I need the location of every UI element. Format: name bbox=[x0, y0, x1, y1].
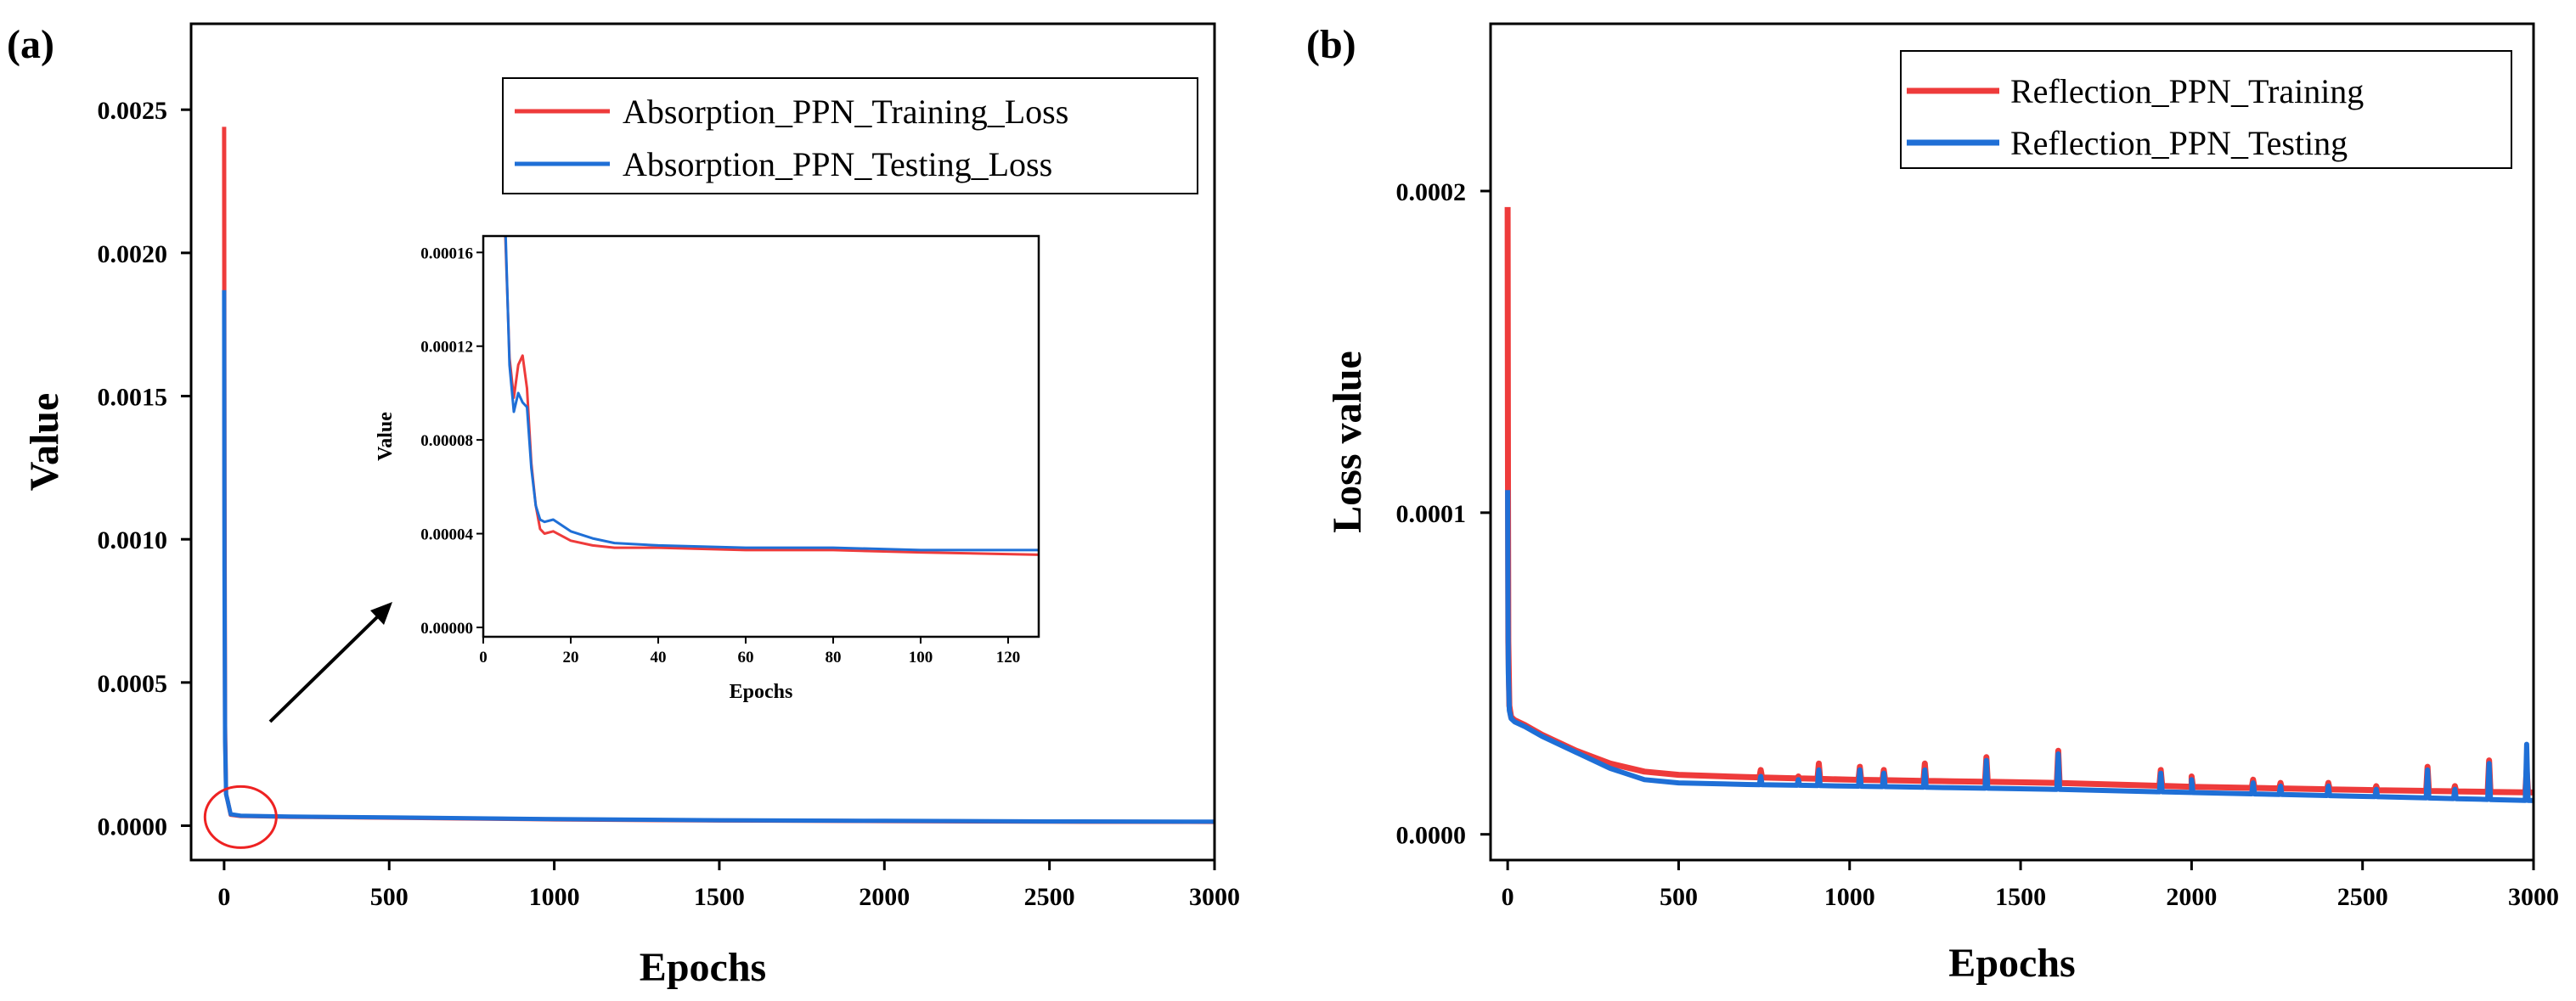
x-tick-label: 500 bbox=[1660, 883, 1698, 911]
inset-series-training bbox=[504, 236, 1039, 556]
x-tick-label: 0 bbox=[1502, 883, 1514, 911]
inset-x-tick-label: 120 bbox=[996, 649, 1021, 666]
panel-b-frame bbox=[1489, 22, 2535, 862]
legend-b-box bbox=[1900, 50, 2512, 169]
y-tick-label: 0.0005 bbox=[98, 670, 168, 698]
panel-b: (b) 0 500 1000 1500 2000 2500 3000 0.0000 0.0001 0… bbox=[1306, 22, 2559, 986]
x-axis-title: Epochs bbox=[640, 945, 766, 990]
panel-a-label: (a) bbox=[7, 22, 54, 67]
zoom-arrow-head bbox=[370, 602, 392, 625]
inset-y-tick-label: 0.00016 bbox=[420, 245, 473, 262]
series-line-testing bbox=[222, 290, 1215, 824]
inset-y-tick-label: 0.00012 bbox=[420, 339, 473, 357]
panel-b-label: (b) bbox=[1306, 22, 1356, 67]
zoom-arrow-line bbox=[268, 612, 382, 723]
x-tick-label: 1000 bbox=[529, 883, 580, 911]
inset-x-tick-label: 0 bbox=[479, 649, 488, 666]
y-tick-label: 0.0002 bbox=[1396, 178, 1467, 206]
x-tick-label: 2500 bbox=[1024, 883, 1075, 911]
y-tick-label: 0.0000 bbox=[98, 813, 168, 841]
inset-x-tick-label: 40 bbox=[650, 649, 666, 666]
inset-x-tick-label: 60 bbox=[737, 649, 753, 666]
legend-a: Absorption_PPN_Training_Loss Absorption_P… bbox=[502, 77, 1198, 194]
inset-y-tick-label: 0.00004 bbox=[420, 526, 473, 544]
y-tick-label: 0.0010 bbox=[98, 526, 168, 554]
x-tick-label: 1500 bbox=[694, 883, 745, 911]
zoom-highlight-ellipse bbox=[203, 784, 278, 849]
y-tick-label: 0.0015 bbox=[98, 384, 168, 412]
panel-a: (a)0 500 1000 1500 2000 2500 30000.00000.00050… bbox=[7, 22, 1240, 990]
y-tick-label: 0.0000 bbox=[1396, 822, 1467, 850]
inset-series-testing bbox=[504, 236, 1039, 552]
x-tick-label: 3000 bbox=[2508, 883, 2559, 911]
x-tick-label: 1500 bbox=[1995, 883, 2046, 911]
legend-a-box bbox=[502, 77, 1198, 194]
x-tick-label: 2000 bbox=[859, 883, 910, 911]
x-tick-label: 500 bbox=[370, 883, 409, 911]
x-tick-label: 2500 bbox=[2337, 883, 2388, 911]
inset-y-tick-label: 0.00000 bbox=[420, 620, 473, 638]
inset-x-tick-label: 20 bbox=[562, 649, 578, 666]
x-tick-label: 0 bbox=[217, 883, 230, 911]
inset-x-tick-label: 100 bbox=[909, 649, 933, 666]
x-axis-title: Epochs bbox=[1948, 941, 2075, 986]
inset-background bbox=[483, 236, 1039, 637]
x-tick-label: 2000 bbox=[2166, 883, 2217, 911]
legend-a-entry: Absorption_PPN_Training_Loss bbox=[623, 93, 1068, 131]
x-tick-label: 1000 bbox=[1824, 883, 1875, 911]
legend-b-entry: Reflection_PPN_Testing bbox=[2010, 124, 2348, 162]
y-axis-title: Loss value bbox=[1325, 351, 1370, 533]
series-line-training bbox=[1504, 206, 2534, 796]
inset-x-axis-title: Epochs bbox=[730, 681, 793, 703]
series-line-testing bbox=[1505, 490, 2534, 803]
inset-y-axis-title: Value bbox=[375, 412, 397, 461]
y-axis-title: Value bbox=[22, 393, 67, 492]
inset-y-tick-label: 0.00008 bbox=[420, 432, 473, 450]
legend-b: Reflection_PPN_Training Reflection_PPN_Te… bbox=[1900, 50, 2512, 169]
legend-a-entry: Absorption_PPN_Testing_Loss bbox=[623, 145, 1052, 183]
y-tick-label: 0.0001 bbox=[1396, 500, 1467, 528]
x-tick-label: 3000 bbox=[1189, 883, 1240, 911]
panel-a-frame bbox=[189, 22, 1216, 862]
inset-frame bbox=[482, 234, 1040, 638]
y-tick-label: 0.0025 bbox=[98, 97, 168, 125]
legend-b-entry: Reflection_PPN_Training bbox=[2010, 72, 2364, 110]
y-tick-label: 0.0020 bbox=[98, 240, 168, 268]
inset-plot: 0 20 40 60 80 100 120 0.00000 0.00004 0.00008 0.00… bbox=[375, 234, 1040, 703]
inset-x-tick-label: 80 bbox=[825, 649, 841, 666]
